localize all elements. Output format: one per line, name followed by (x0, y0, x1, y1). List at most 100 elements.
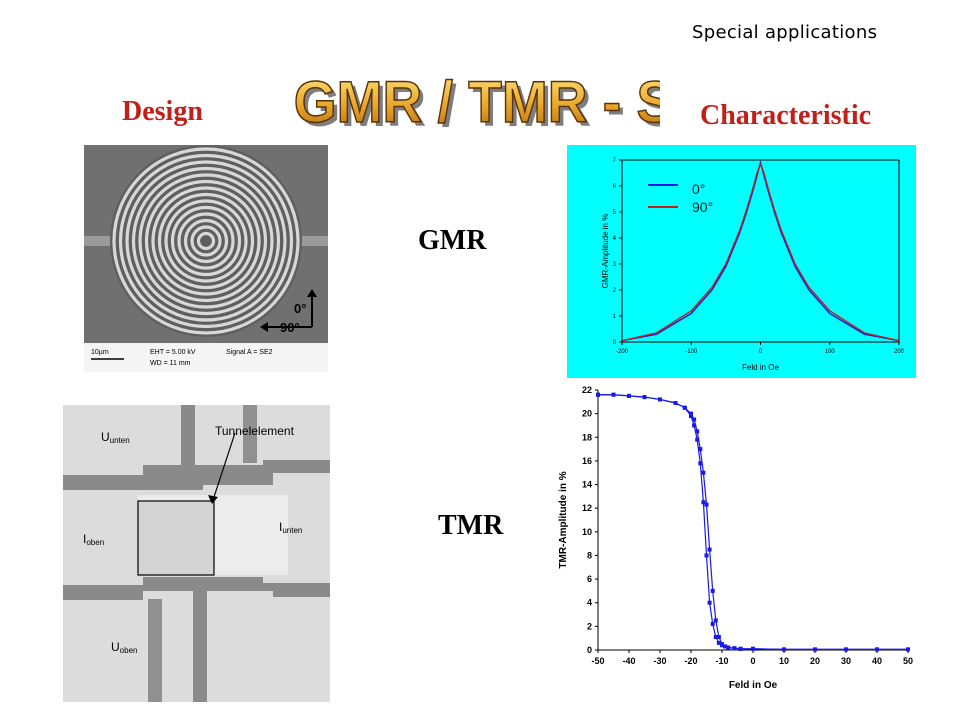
series-line-2 (598, 394, 908, 651)
arrow-up-icon (307, 289, 317, 297)
data-point (611, 392, 616, 397)
x-tick-label: 0 (750, 656, 755, 666)
spiral-ring (112, 147, 300, 335)
y-axis-label: TMR-Amplitude in % (558, 471, 569, 568)
spiral-ring (170, 205, 242, 277)
y-tick-label: 10 (582, 527, 592, 537)
y-tick-label: 4 (613, 236, 617, 242)
x-tick-label: 50 (903, 656, 913, 666)
arrow-left-icon (260, 322, 268, 332)
data-point (813, 647, 817, 652)
y-tick-label: 14 (582, 480, 592, 490)
data-point (596, 392, 600, 397)
data-point (716, 635, 721, 639)
legend-label-1: 0° (692, 181, 705, 197)
data-point (720, 642, 724, 647)
y-tick-label: 18 (582, 432, 592, 442)
data-point (698, 447, 703, 452)
x-tick-label: -30 (653, 656, 666, 666)
x-tick-label: -100 (685, 349, 698, 355)
y-tick-label: 8 (587, 550, 592, 560)
data-point (906, 647, 910, 652)
spiral-ring (177, 212, 235, 270)
data-point (695, 429, 700, 434)
data-point (713, 618, 718, 623)
series-line-2 (621, 161, 900, 342)
y-tick-label: 20 (582, 409, 592, 419)
data-point (698, 461, 703, 466)
x-tick-label: 30 (841, 656, 851, 666)
eht-label: EHT = 5.00 kV (150, 349, 196, 356)
tmr-row-label: TMR (438, 510, 504, 541)
data-point (716, 640, 721, 645)
data-point (682, 405, 687, 410)
data-point (692, 423, 697, 428)
x-tick-label: 200 (894, 349, 905, 355)
data-point (782, 647, 786, 652)
x-tick-label: 0 (759, 349, 763, 355)
gmr-row-label: GMR (418, 225, 487, 256)
data-point (692, 417, 697, 422)
sem-info-bar (84, 343, 328, 372)
legend-label-2: 90° (692, 199, 713, 215)
y-tick-label: 0 (587, 645, 592, 655)
tmr-tunnel-sem-image: Uunten Tunnelelement Ioben Iunten Uoben (63, 405, 330, 702)
design-heading: Design (122, 96, 203, 127)
page-title: GMR / TMR - Sensors GMR / TMR - Sensors (293, 69, 660, 138)
data-point (704, 502, 709, 507)
spiral-ring (196, 231, 216, 251)
data-point (658, 397, 662, 402)
y-tick-label: 7 (613, 158, 617, 164)
spiral-disc (110, 145, 302, 337)
x-tick-label: -200 (616, 349, 629, 355)
spiral-ring (131, 166, 281, 316)
data-point (751, 646, 755, 651)
gmr-spiral-sem-image: 0° 90° 10µm EHT = 5.00 kV WD = 11 mm Sig… (84, 145, 328, 372)
spiral-ring (151, 186, 261, 296)
y-tick-label: 2 (613, 288, 617, 294)
tmr-chart: -50 -40 -30 -20 -10 0 10 20 30 40 50 0 2 4 6 8 10 12 14 16 1… (548, 380, 928, 700)
x-tick-label: -10 (715, 656, 728, 666)
i-unten-label: Iunten (279, 520, 302, 535)
y-tick-label: 4 (587, 598, 592, 608)
page-title-text: GMR / TMR - Sensors (294, 70, 660, 135)
x-tick-label: -40 (622, 656, 635, 666)
data-point (704, 553, 709, 558)
data-point (710, 588, 715, 593)
data-point (732, 646, 737, 651)
x-tick-label: -20 (684, 656, 697, 666)
gmr-chart-svg: -200 -100 0 100 200 0 1 2 3 4 5 6 7 Feld in Oe GMR-Amp… (601, 158, 905, 372)
gmr-chart: -200 -100 0 100 200 0 1 2 3 4 5 6 7 Feld in Oe GMR-Amp… (567, 145, 916, 378)
spiral-ring (157, 192, 255, 290)
data-point (707, 547, 712, 552)
u-unten-label: Uunten (101, 430, 130, 445)
spiral-ring (164, 199, 248, 283)
y-tick-label: 3 (613, 262, 617, 268)
data-point (701, 500, 706, 505)
tunnel-graphic: Uunten Tunnelelement Ioben Iunten Uoben (63, 405, 330, 702)
data-point (701, 470, 706, 475)
spiral-rings (110, 145, 302, 337)
y-axis-label: GMR-Amplitude in % (601, 214, 610, 289)
header-label: Special applications (692, 22, 878, 43)
spiral-ring (144, 179, 268, 303)
data-point (713, 635, 718, 639)
data-point (875, 647, 879, 652)
wd-label: WD = 11 mm (150, 360, 191, 367)
x-tick-label: 10 (779, 656, 789, 666)
data-point (695, 437, 700, 442)
x-tick-label: 40 (872, 656, 882, 666)
tunnelelement-label: Tunnelelement (215, 424, 295, 438)
x-tick-label: 100 (825, 349, 836, 355)
spiral-ring (125, 160, 287, 322)
data-point (673, 401, 678, 405)
y-tick-label: 6 (587, 574, 592, 584)
spiral-graphic: 0° 90° 10µm EHT = 5.00 kV WD = 11 mm Sig… (84, 145, 328, 372)
spiral-ring (118, 153, 294, 329)
x-tick-label: -50 (591, 656, 604, 666)
characteristic-heading: Characteristic (700, 100, 872, 131)
x-axis-label: Feld in Oe (729, 680, 778, 691)
signal-label: Signal A = SE2 (226, 349, 273, 356)
y-tick-label: 2 (587, 621, 592, 631)
data-point (689, 411, 693, 416)
